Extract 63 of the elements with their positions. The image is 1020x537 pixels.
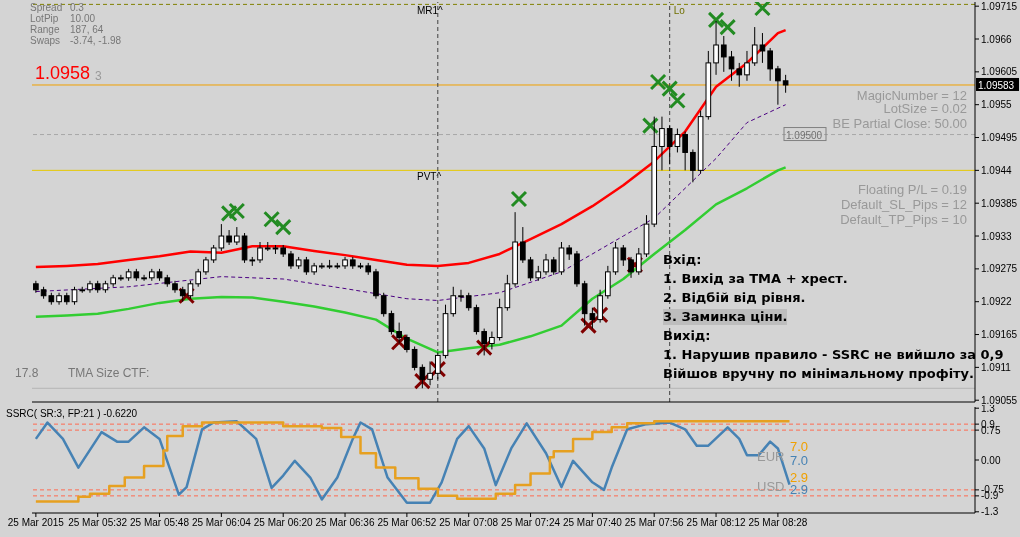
annotation: 7.0 <box>790 453 809 469</box>
annotation: 1. Нарушив правило - SSRC не вийшло за 0,9 <box>663 347 1004 363</box>
annotation: 2. Відбій від рівня. <box>663 290 806 306</box>
annotation: Default_TP_Pips = 10 <box>840 212 967 228</box>
annotation: Swaps <box>30 35 61 47</box>
y-tick-label: 1.09495 <box>981 132 1018 144</box>
y-tick-label: 1.0944 <box>981 164 1013 176</box>
annotation: USD <box>757 479 785 495</box>
annotation: Вихід: <box>663 328 711 344</box>
y-tick-label: 1.0911 <box>981 361 1012 373</box>
x-tick-label: 25 Mar 08:12 <box>686 517 746 529</box>
annotation: 0.3 <box>70 2 84 14</box>
x-tick-label: 25 Mar 06:20 <box>253 517 314 529</box>
x-tick-label: 25 Mar 07:40 <box>562 517 623 529</box>
y-tick-label: 0.00 <box>981 454 1001 466</box>
annotation: 7.0 <box>790 439 809 455</box>
y-tick-label: 1.0955 <box>981 99 1013 111</box>
annotation: Floating P/L = 0.19 <box>857 182 967 198</box>
annotation: BE Partial Close: 50.00 <box>832 116 967 132</box>
y-tick-label: 1.09715 <box>981 0 1018 12</box>
annotation: 187, 64 <box>70 24 104 36</box>
annotation: Spread <box>30 2 63 14</box>
x-tick-label: 25 Mar 06:04 <box>191 517 252 529</box>
ref-line-label: PVT^ <box>417 171 442 183</box>
annotation: 1.0958 <box>35 63 91 85</box>
ref-line-label: Lo <box>673 5 686 16</box>
chart-title: SSRC( SR:3, FP:21 ) -0.6220 <box>6 408 138 419</box>
x-tick-label: 25 Mar 05:32 <box>68 517 128 529</box>
y-tick-label: -0.9 <box>981 490 999 502</box>
annotation: Війшов вручну по мінімальному профіту. <box>663 366 975 382</box>
x-tick-label: 25 Mar 07:24 <box>501 517 561 529</box>
ref-line-label: 1.09500 <box>786 129 823 141</box>
y-tick-label: 1.09605 <box>981 66 1018 78</box>
y-tick-label: 1.09275 <box>981 263 1018 275</box>
x-tick-label: 25 Mar 06:36 <box>315 517 375 529</box>
annotation: Вхід: <box>663 252 702 268</box>
annotation: TMA Size CTF: <box>68 366 150 381</box>
x-tick-label: 25 Mar 06:52 <box>377 517 437 529</box>
annotation: LotPip <box>30 13 59 25</box>
x-tick-label: 25 Mar 07:56 <box>624 517 685 529</box>
x-tick-label: 25 Mar 2015 <box>7 517 65 529</box>
annotation: LotSize = 0.02 <box>883 101 967 117</box>
y-tick-label: 1.09165 <box>981 329 1018 341</box>
annotation: 2.9 <box>790 470 809 485</box>
ref-line-label: MR1^ <box>417 5 444 17</box>
y-tick-label: 1.0922 <box>981 296 1013 308</box>
y-tick-label: 1.09385 <box>981 197 1018 209</box>
x-tick-label: 25 Mar 08:28 <box>748 517 808 529</box>
annotation: -3.74, -1.98 <box>70 35 122 47</box>
ref-line-label: 1.09583 <box>978 79 1015 91</box>
annotation: 10.00 <box>70 13 96 25</box>
annotation: 17.8 <box>15 366 39 381</box>
annotation: MagicNumber = 12 <box>856 88 967 104</box>
annotation: 3 <box>95 69 102 84</box>
x-tick-label: 25 Mar 05:48 <box>130 517 190 529</box>
y-tick-label: 1.0966 <box>981 33 1013 45</box>
y-tick-label: -1.3 <box>981 506 999 518</box>
annotation: Default_SL_Pips = 12 <box>840 197 967 213</box>
annotation: 1. Вихід за ТМА + хрест. <box>663 271 848 287</box>
annotation: 3. Заминка ціни. <box>663 309 788 325</box>
y-tick-label: 1.0933 <box>981 230 1013 242</box>
x-tick-label: 25 Mar 07:08 <box>439 517 499 529</box>
annotation: Range <box>30 24 60 36</box>
